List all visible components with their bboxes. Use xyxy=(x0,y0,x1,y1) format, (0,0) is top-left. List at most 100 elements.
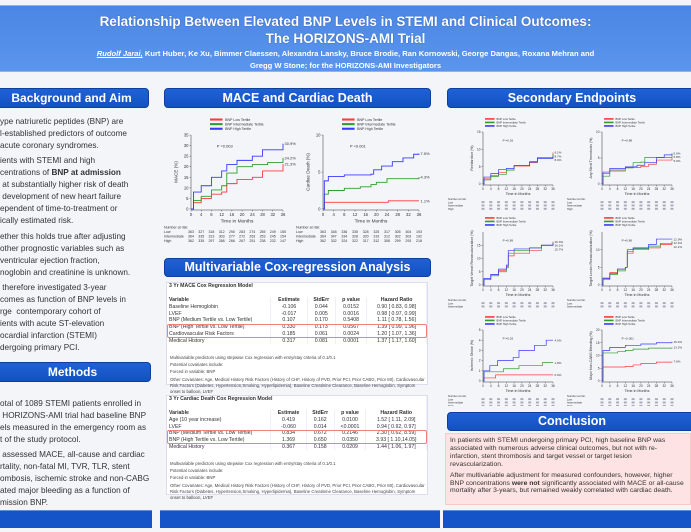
risk-count: 218 xyxy=(416,239,422,243)
x-tick-label: 8 xyxy=(343,212,346,217)
risk-count-illegible xyxy=(639,401,643,404)
end-value-label: 15.4% xyxy=(674,340,683,344)
risk-count-illegible xyxy=(528,401,532,404)
end-value-label: 1.8% xyxy=(555,361,562,365)
risk-count-illegible xyxy=(512,207,516,210)
risk-count-illegible xyxy=(528,204,532,207)
text-line: assessed MACE, all-cause and cardiac xyxy=(0,450,145,459)
km-curve-low xyxy=(483,374,553,382)
risk-count-illegible xyxy=(551,302,555,305)
table-cell: Age (10 year increase) xyxy=(167,416,272,424)
bold-emphasis: were not xyxy=(511,479,540,487)
x-tick-label: 32 xyxy=(662,384,666,388)
risk-count-illegible xyxy=(662,401,666,404)
table-cell: Baseline Hemoglobin xyxy=(167,303,272,311)
risk-count-illegible xyxy=(497,302,501,305)
risk-count: 312 xyxy=(219,230,225,234)
y-tick-label: 15 xyxy=(184,175,189,180)
legend-label: BNP Intermediate Tertile xyxy=(497,220,527,224)
risk-group-label: High xyxy=(567,404,573,406)
table-note: Other Covariates: Age, Medical History R… xyxy=(170,377,425,394)
risk-group-label: Low xyxy=(567,301,572,305)
risk-count-illegible xyxy=(662,398,666,401)
x-axis-label: Time in Months xyxy=(506,293,531,297)
x-tick-label: 28 xyxy=(655,187,659,191)
risk-count: 267 xyxy=(239,239,245,243)
legend-label: BNP Low Tertile xyxy=(616,216,636,220)
risk-count-illegible xyxy=(654,404,658,406)
spacer-row xyxy=(167,402,427,410)
p-value-label: P <0.001 xyxy=(622,337,634,341)
end-value-label: 13.2% xyxy=(674,345,683,349)
y-tick-label: 10 xyxy=(184,185,189,190)
y-tick-label: 5 xyxy=(598,156,600,160)
risk-count: 324 xyxy=(341,239,347,243)
risk-count: 317 xyxy=(363,239,369,243)
legend-label: BNP Intermediate Tertile xyxy=(497,319,527,323)
text-line: ether this holds true after adjusting xyxy=(0,232,126,241)
y-tick-label: 35 xyxy=(184,132,189,137)
table-header-row: Variable Estimate StdErr p value Hazard Rati… xyxy=(167,296,427,304)
conclusion-heading: Conclusion xyxy=(447,412,691,431)
y-axis-label: Cardiac Death (%) xyxy=(306,153,311,191)
x-tick-label: 8 xyxy=(498,187,500,191)
risk-count-illegible xyxy=(535,204,539,207)
cox-table-grid: 3 Yr Cardiac Death Cox Regression Model V… xyxy=(167,396,427,451)
table-row: Medical History 0.367 0.158 0.0209 1.44 [ 1.… xyxy=(167,443,427,451)
x-tick-label: 36 xyxy=(551,187,555,191)
table-cell: BNP (Medium Tertile vs. Low Tertile) xyxy=(167,316,272,324)
risk-count-illegible xyxy=(600,204,604,207)
column-header: Hazard Ratio xyxy=(366,296,427,304)
y-axis-label: Target Lesion Revascularization (%) xyxy=(589,230,593,286)
legend-label: BNP High Tertile xyxy=(357,127,383,131)
bold-emphasis: BNP at admission xyxy=(51,168,121,177)
risk-count-illegible xyxy=(623,204,627,207)
table-row: BNP (Medium Tertile vs. Low Tertile) 0.83… xyxy=(167,429,427,437)
bnp-rows-highlight xyxy=(167,323,427,338)
risk-count-illegible xyxy=(647,201,651,204)
end-value-label: 16.1% xyxy=(555,244,564,248)
risk-count-illegible xyxy=(654,204,658,207)
risk-count-illegible xyxy=(670,398,674,401)
risk-count-illegible xyxy=(520,404,524,406)
risk-count: 232 xyxy=(270,239,276,243)
coauthors: Kurt Huber, Ke Xu, Bimmer Claessen, Alex… xyxy=(142,49,595,58)
risk-count-illegible xyxy=(608,404,612,406)
risk-count: 325 xyxy=(373,230,379,234)
risk-count-illegible xyxy=(616,401,620,404)
risk-count-illegible xyxy=(543,207,547,210)
text-line: ombosis, ischemic stroke and non-CABG xyxy=(0,474,150,483)
x-tick-label: 4 xyxy=(490,384,492,388)
text-span: significantly associated with MACE or al… xyxy=(450,479,684,495)
table-cell: 0.0152 xyxy=(335,303,368,311)
table-cell: 1.11 [ 0.78, 1.56] xyxy=(366,316,427,324)
table-cell: 0.081 xyxy=(307,337,336,345)
x-tick-label: 12 xyxy=(505,288,509,292)
risk-group-label: High xyxy=(448,207,454,211)
risk-count-illegible xyxy=(631,305,635,308)
risk-group-label: High xyxy=(296,239,303,243)
p-value-label: P =0.003 xyxy=(217,144,234,149)
text-line: ype natriuretic peptides (BNP) are xyxy=(0,117,124,126)
x-tick-label: 32 xyxy=(662,187,666,191)
risk-count: 328 xyxy=(352,234,358,238)
risk-group-label: Low xyxy=(448,397,453,401)
text-line: els measured in the emergency room as xyxy=(0,423,147,432)
end-value-label: 7.5% xyxy=(421,151,431,156)
x-tick-label: 32 xyxy=(406,212,411,217)
table-title: 3 Yr MACE Cox Regression Model xyxy=(167,283,427,290)
x-tick-label: 24 xyxy=(385,212,390,217)
risk-count-illegible xyxy=(481,401,485,404)
risk-count-illegible xyxy=(616,201,620,204)
risk-count-illegible xyxy=(489,398,493,401)
risk-count: 263 xyxy=(249,234,255,238)
x-tick-label: 20 xyxy=(639,384,643,388)
km-curve-high xyxy=(602,153,673,185)
risk-count-illegible xyxy=(551,305,555,308)
legend-label: BNP Intermediate Tertile xyxy=(616,121,646,125)
risk-count: 245 xyxy=(270,234,276,238)
x-tick-label: 20 xyxy=(639,187,643,191)
